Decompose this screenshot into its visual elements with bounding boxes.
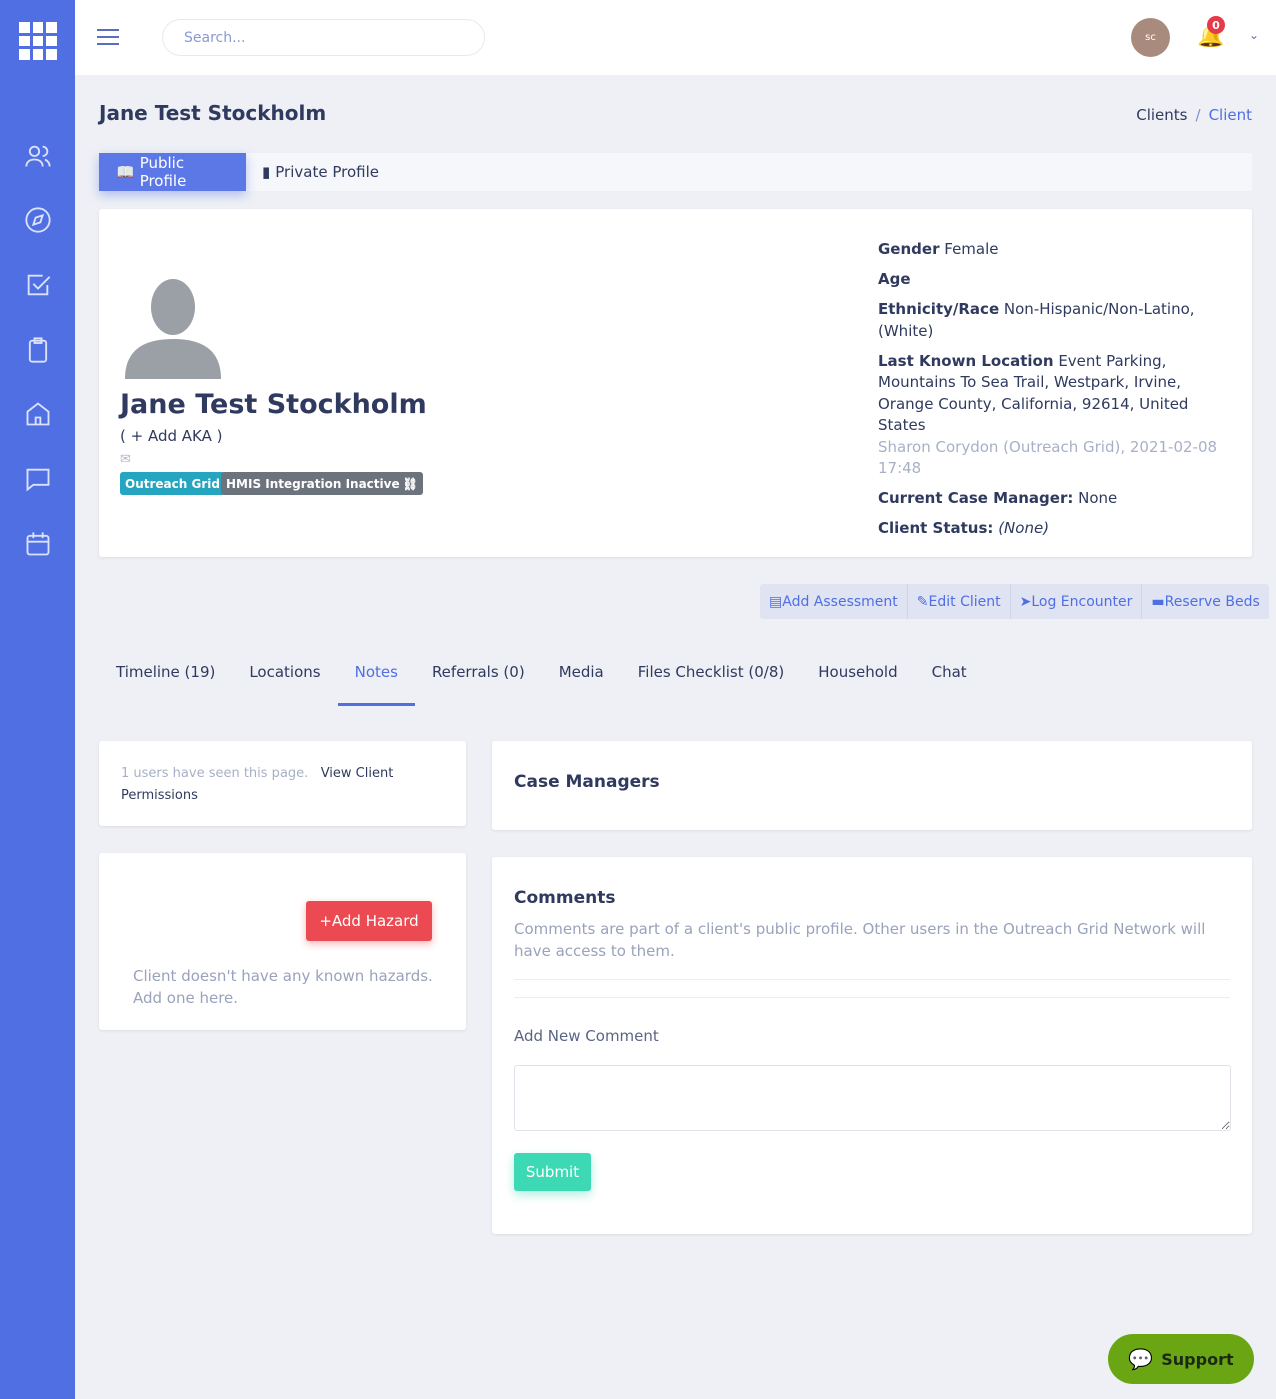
book-icon: ▮ [262,163,271,181]
tab-public-profile[interactable]: 📖 Public Profile [99,153,246,191]
hmis-badge: HMIS Integration Inactive ⛓ [221,472,423,495]
archive-icon: ▬ [1151,593,1165,610]
search-input[interactable] [162,19,485,56]
envelope-icon[interactable]: ✉ [120,452,131,467]
log-encounter-button[interactable]: ➤ Log Encounter [1011,584,1143,619]
client-tabs: Timeline (19) Locations Notes Referrals … [99,655,984,706]
menu-icon[interactable] [97,29,119,45]
tab-timeline[interactable]: Timeline (19) [116,663,216,681]
home-icon[interactable] [24,400,52,428]
breadcrumb: Clients / Client [1136,106,1252,124]
clipboard-icon: ▤ [769,593,783,610]
breadcrumb-client[interactable]: Client [1208,106,1252,124]
unlink-icon: ⛓ [402,476,418,491]
calendar-icon[interactable] [24,530,52,558]
edit-icon: ✎ [916,593,929,610]
comment-textarea[interactable] [514,1065,1231,1131]
tab-referrals[interactable]: Referrals (0) [431,663,525,681]
add-assessment-button[interactable]: ▤ Add Assessment [760,584,908,619]
tab-household[interactable]: Household [818,663,898,681]
add-comment-label: Add New Comment [514,1027,659,1045]
tab-chat[interactable]: Chat [931,663,967,681]
chevron-down-icon[interactable]: ⌄ [1249,28,1260,42]
client-card: Jane Test Stockholm ( + Add AKA ) ✉ Outr… [99,209,1252,557]
comments-desc: Comments are part of a client's public p… [514,920,1206,960]
notification-badge: 0 [1207,16,1225,34]
topbar: sc 🔔 0 ⌄ [75,0,1276,75]
tab-notes[interactable]: Notes [337,655,415,706]
location-arrow-icon: ➤ [1019,593,1032,610]
case-managers-card: Case Managers [492,741,1252,830]
breadcrumb-clients[interactable]: Clients [1136,106,1188,124]
case-managers-title: Case Managers [514,772,660,792]
avatar[interactable]: sc [1131,18,1170,57]
comments-card: Comments Comments are part of a client's… [492,857,1252,1234]
avatar-silhouette [125,279,221,379]
seen-card: 1 users have seen this page. View Client… [99,741,466,826]
tab-locations[interactable]: Locations [249,663,321,681]
client-name: Jane Test Stockholm [120,389,427,420]
outreach-grid-badge: Outreach Grid [120,472,225,495]
tab-media[interactable]: Media [558,663,604,681]
tab-private-profile[interactable]: ▮ Private Profile [262,163,379,181]
hazards-empty: Client doesn't have any known hazards. A… [133,967,433,1007]
reserve-beds-button[interactable]: ▬ Reserve Beds [1151,593,1260,610]
submit-button[interactable]: Submit [514,1153,591,1191]
support-button[interactable]: 💬 Support [1108,1334,1254,1384]
add-aka-link[interactable]: ( + Add AKA ) [120,427,223,445]
compass-icon[interactable] [24,206,52,234]
apps-grid-icon[interactable] [19,22,57,60]
action-bar: ▤ Add Assessment ✎ Edit Client ➤ Log Encoun… [760,584,1269,619]
book-icon: 📖 [116,163,135,181]
seen-text: 1 users have seen this page. [121,766,309,781]
tab-files-checklist[interactable]: Files Checklist (0/8) [637,663,785,681]
users-icon[interactable] [24,142,52,170]
client-info: Gender Female Age Ethnicity/Race Non-His… [878,240,1218,537]
chat-icon[interactable] [24,465,52,493]
add-hazard-button[interactable]: +Add Hazard [306,901,432,941]
checkbox-icon[interactable] [24,271,52,299]
page-title: Jane Test Stockholm [99,101,327,125]
hazards-card: +Add Hazard Client doesn't have any know… [99,853,466,1030]
comments-title: Comments [514,888,616,908]
sidebar [0,0,75,1399]
clipboard-icon[interactable] [24,336,52,364]
edit-client-button[interactable]: ✎ Edit Client [908,584,1011,619]
profile-tabs: 📖 Public Profile ▮ Private Profile [99,153,1252,191]
view-permissions-link[interactable]: View Client Permissions [121,766,394,803]
chat-bubble-icon: 💬 [1128,1347,1154,1371]
